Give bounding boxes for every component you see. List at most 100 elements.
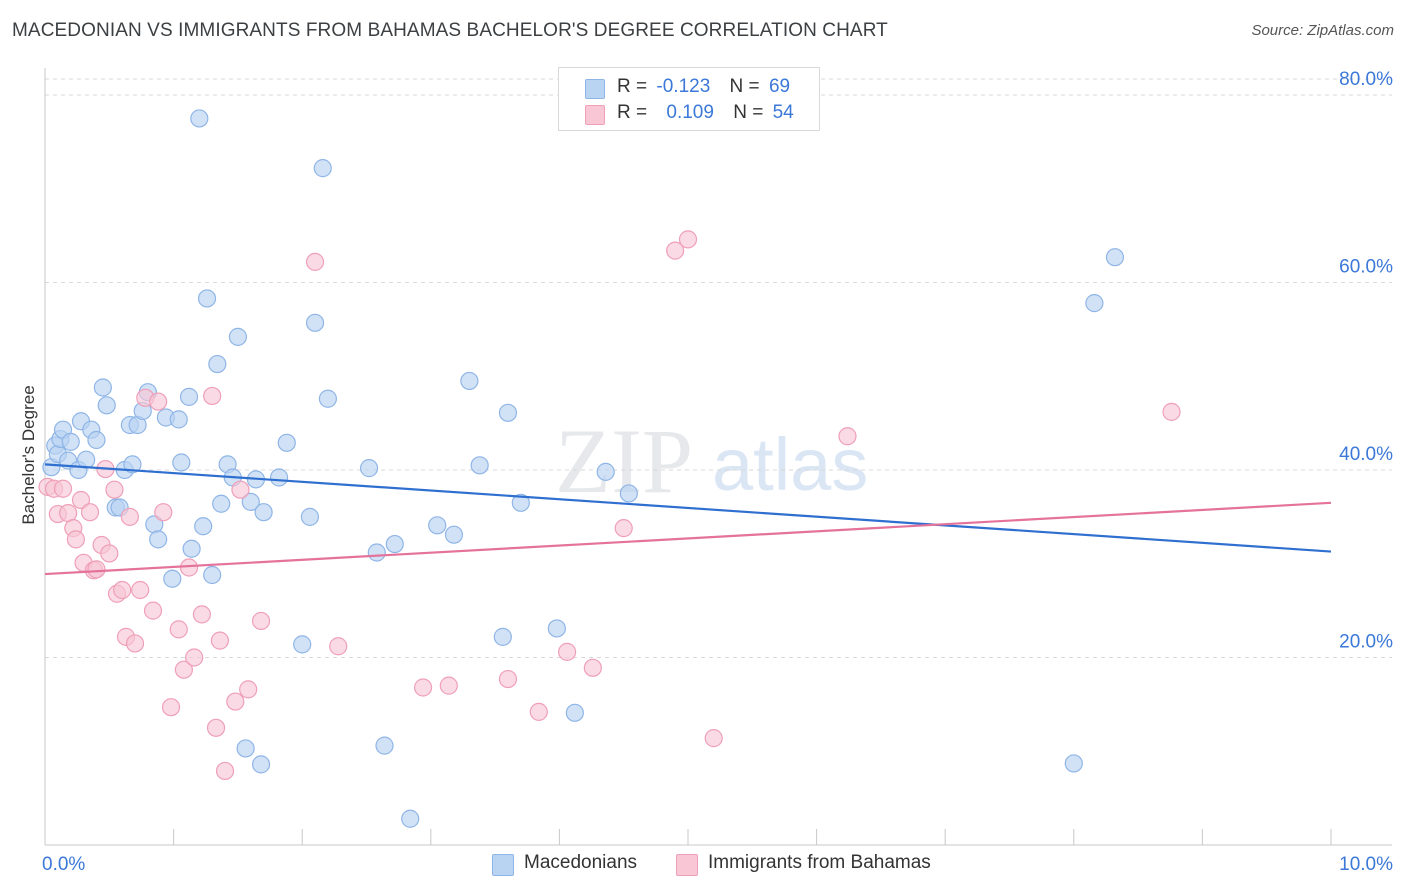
bahamas-point — [678, 230, 698, 249]
legend-swatch-blue — [585, 79, 605, 99]
bahamas-point — [120, 507, 139, 526]
macedonian-point — [61, 432, 80, 451]
macedonian-point — [305, 313, 325, 332]
bahamas-point — [206, 718, 226, 737]
tick-labels: 20.0% 40.0% 60.0% 80.0% 0.0% 10.0% — [42, 69, 1393, 875]
macedonian-point — [1085, 294, 1104, 313]
legend-row-bahamas: R = 0.109 N = 54 — [559, 102, 819, 128]
bahamas-point — [1162, 402, 1181, 421]
macedonian-point — [236, 739, 255, 758]
trend-line-macedonians — [44, 463, 1332, 553]
bahamas-point — [71, 490, 91, 510]
bahamas-point — [666, 241, 685, 260]
macedonian-point — [93, 378, 112, 397]
y-tick-label: 80.0% — [1339, 69, 1393, 90]
legend-n-value: 69 — [768, 76, 791, 97]
bahamas-point — [203, 386, 222, 406]
macedonian-point — [313, 159, 332, 178]
macedonian-point — [194, 517, 213, 536]
legend-r-label: R = — [617, 102, 648, 123]
legend-swatch-pink — [585, 105, 605, 125]
series-legend: Macedonians Immigrants from Bahamas — [0, 852, 1406, 878]
x-tick-label: 0.0% — [42, 854, 85, 875]
gridlines — [45, 78, 1392, 658]
bahamas-point — [80, 503, 100, 522]
macedonian-point — [565, 703, 584, 722]
legend-swatch-blue — [492, 854, 514, 876]
bahamas-point — [498, 669, 518, 689]
legend-n-label: N = — [729, 76, 760, 97]
bahamas-point — [125, 634, 145, 653]
bahamas-point — [413, 678, 433, 697]
series-macedonians — [42, 109, 1125, 828]
bahamas-point — [251, 611, 271, 631]
macedonian-point — [498, 403, 518, 422]
bahamas-point — [192, 605, 211, 624]
macedonian-point — [77, 450, 96, 469]
macedonian-point — [163, 569, 182, 588]
macedonian-point — [254, 503, 273, 522]
bahamas-point — [149, 392, 168, 411]
legend-swatch-pink — [676, 854, 698, 876]
macedonian-point — [428, 516, 447, 535]
legend-label: Immigrants from Bahamas — [708, 852, 931, 873]
macedonian-point — [269, 468, 289, 487]
bahamas-point — [231, 480, 250, 499]
macedonian-point — [208, 354, 227, 374]
macedonian-point — [359, 459, 379, 478]
series-immigrants-from-bahamas — [38, 230, 1181, 781]
bahamas-point — [329, 637, 348, 656]
macedonian-point — [547, 619, 566, 638]
macedonian-point — [619, 484, 638, 503]
macedonian-point — [212, 494, 231, 513]
macedonian-point — [511, 493, 530, 512]
y-tick-label: 60.0% — [1339, 257, 1393, 278]
macedonian-point — [169, 410, 188, 429]
macedonian-point — [375, 736, 394, 755]
macedonian-point — [190, 109, 209, 128]
macedonian-point — [367, 543, 386, 562]
watermark: ZIP atlas — [555, 410, 868, 512]
bahamas-point — [66, 530, 85, 549]
bahamas-point — [174, 660, 193, 679]
macedonian-point — [172, 453, 191, 472]
legend-row-macedonians: R = -0.123 N = 69 — [559, 76, 819, 102]
macedonian-point — [401, 809, 420, 828]
macedonian-point — [241, 492, 260, 511]
macedonian-point — [1105, 248, 1125, 267]
macedonian-point — [182, 539, 201, 558]
trend-lines — [44, 463, 1332, 576]
x-tick-label: 10.0% — [1339, 854, 1393, 875]
bahamas-point — [215, 761, 235, 781]
legend-r-value: -0.123 — [656, 76, 711, 97]
bahamas-point — [239, 680, 258, 699]
macedonian-point — [460, 371, 479, 391]
correlation-legend: R = -0.123 N = 69 R = 0.109 N = 54 — [558, 67, 820, 131]
chart-title: MACEDONIAN VS IMMIGRANTS FROM BAHAMAS BA… — [12, 20, 888, 41]
axes — [44, 68, 1392, 846]
bahamas-point — [226, 692, 245, 711]
macedonian-point — [228, 327, 247, 346]
legend-r-value: 0.109 — [666, 102, 714, 123]
bahamas-point — [131, 580, 150, 600]
bahamas-point — [305, 252, 325, 271]
bahamas-point — [87, 560, 106, 579]
macedonian-point — [197, 289, 217, 308]
legend-label: Macedonians — [524, 852, 638, 873]
macedonian-point — [318, 389, 338, 408]
bahamas-point — [154, 503, 173, 522]
legend-n-value: 54 — [772, 102, 794, 123]
macedonian-point — [444, 525, 464, 544]
macedonian-point — [87, 430, 106, 450]
macedonian-point — [149, 530, 168, 549]
legend-r-label: R = — [617, 76, 648, 97]
bahamas-point — [838, 427, 857, 446]
macedonian-point — [385, 534, 404, 554]
bahamas-point — [113, 580, 132, 600]
bahamas-point — [105, 480, 124, 499]
source-credit: Source: ZipAtlas.com — [1251, 22, 1394, 39]
macedonian-point — [203, 565, 222, 585]
macedonian-point — [596, 462, 615, 481]
bahamas-point — [529, 702, 548, 721]
